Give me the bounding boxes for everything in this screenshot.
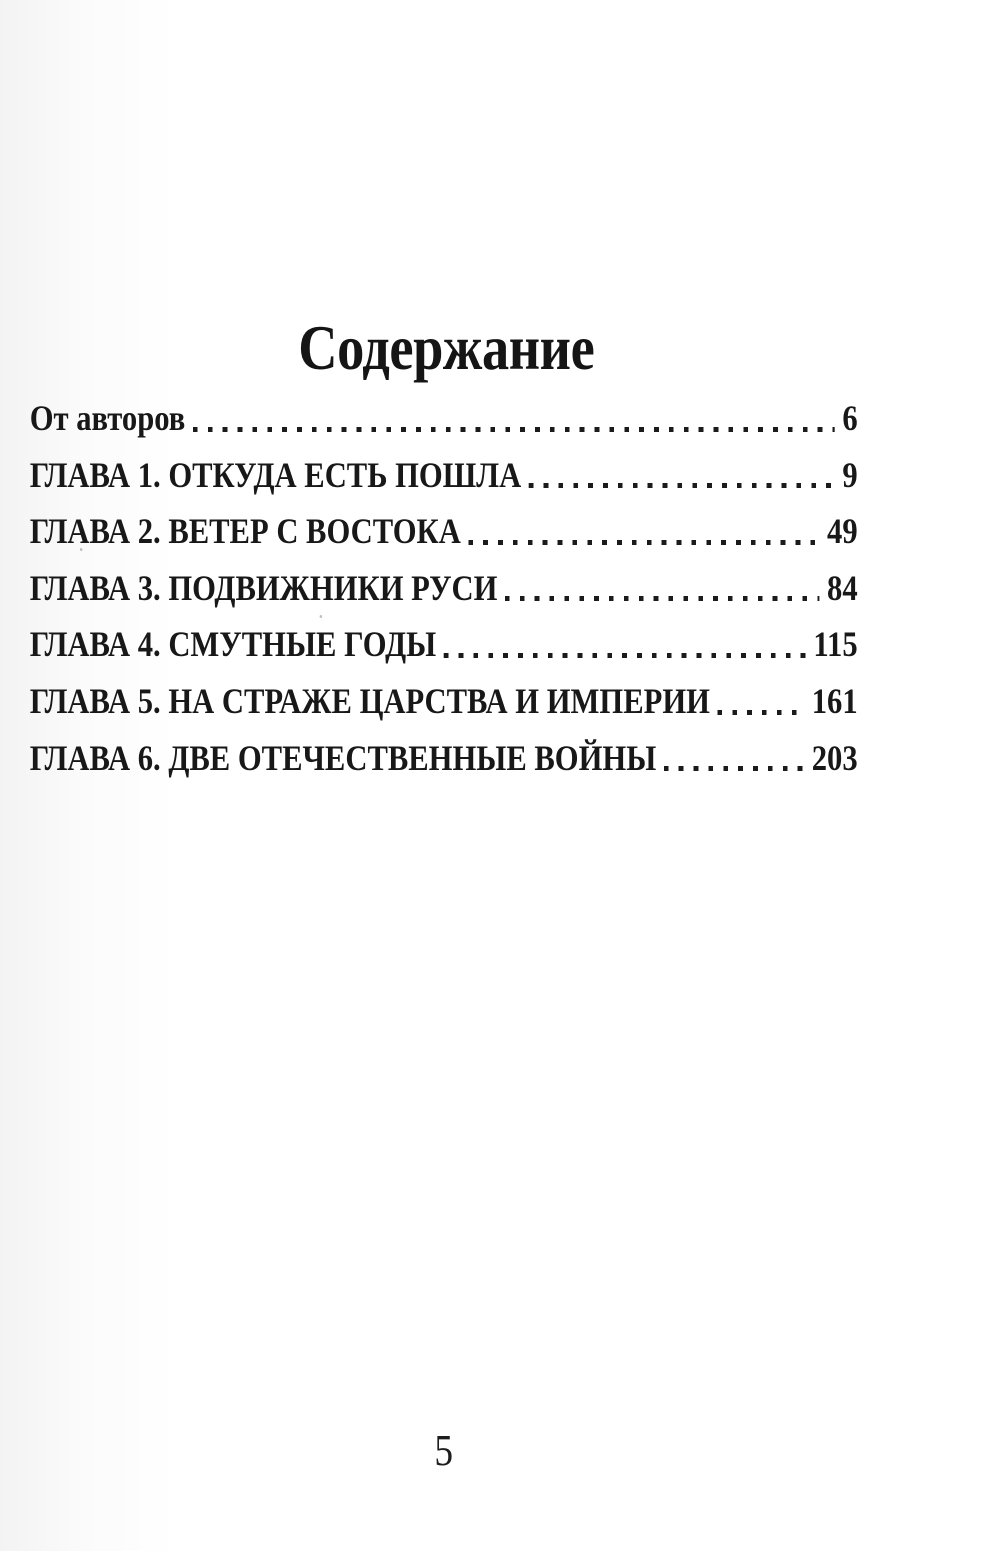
toc-entry-page-number: 9 xyxy=(842,454,858,495)
toc-entry-title: ГЛАВА 2. ВЕТЕР С ВОСТОКА xyxy=(29,511,461,552)
page-title: Содержание xyxy=(298,311,595,383)
toc-entry-page-number: 161 xyxy=(811,680,858,721)
toc-dot-leader xyxy=(663,766,805,772)
toc-entry-title: ГЛАВА 4. СМУТНЫЕ ГОДЫ xyxy=(29,624,437,665)
table-of-contents: От авторов 6 ГЛАВА 1. ОТКУДА ЕСТЬ ПОШЛА … xyxy=(30,390,858,786)
toc-entry: ГЛАВА 4. СМУТНЫЕ ГОДЫ 115 xyxy=(30,616,858,673)
toc-dot-leader xyxy=(528,483,835,489)
toc-entry: ГЛАВА 2. ВЕТЕР С ВОСТОКА 49 xyxy=(30,503,858,560)
toc-entry: От авторов 6 xyxy=(30,390,858,447)
toc-entry-title: ГЛАВА 3. ПОДВИЖНИКИ РУСИ xyxy=(29,567,498,608)
toc-entry-page-number: 84 xyxy=(827,567,858,608)
toc-entry: ГЛАВА 6. ДВЕ ОТЕЧЕСТВЕННЫЕ ВОЙНЫ 203 xyxy=(30,730,858,787)
toc-entry-title: От авторов xyxy=(29,398,186,438)
toc-entry-title: ГЛАВА 6. ДВЕ ОТЕЧЕСТВЕННЫЕ ВОЙНЫ xyxy=(29,737,657,778)
toc-entry-page-number: 6 xyxy=(842,398,858,438)
scan-speck xyxy=(319,615,323,618)
toc-dot-leader xyxy=(468,539,820,545)
toc-entry: ГЛАВА 1. ОТКУДА ЕСТЬ ПОШЛА 9 xyxy=(30,447,858,504)
toc-entry-title: ГЛАВА 1. ОТКУДА ЕСТЬ ПОШЛА xyxy=(29,454,522,495)
toc-dot-leader xyxy=(192,426,835,432)
toc-dot-leader xyxy=(717,709,805,715)
toc-entry-title: ГЛАВА 5. НА СТРАЖЕ ЦАРСТВА И ИМПЕРИИ xyxy=(29,680,710,721)
page-number: 5 xyxy=(434,1426,454,1475)
toc-entry-page-number: 203 xyxy=(811,737,858,778)
toc-entry-page-number: 115 xyxy=(813,624,858,665)
toc-dot-leader xyxy=(443,652,806,658)
toc-entry-page-number: 49 xyxy=(827,511,858,552)
toc-entry: ГЛАВА 5. НА СТРАЖЕ ЦАРСТВА И ИМПЕРИИ 161 xyxy=(30,673,858,730)
scan-speck xyxy=(79,548,83,551)
toc-entry: ГЛАВА 3. ПОДВИЖНИКИ РУСИ 84 xyxy=(30,560,858,617)
toc-dot-leader xyxy=(505,596,820,602)
